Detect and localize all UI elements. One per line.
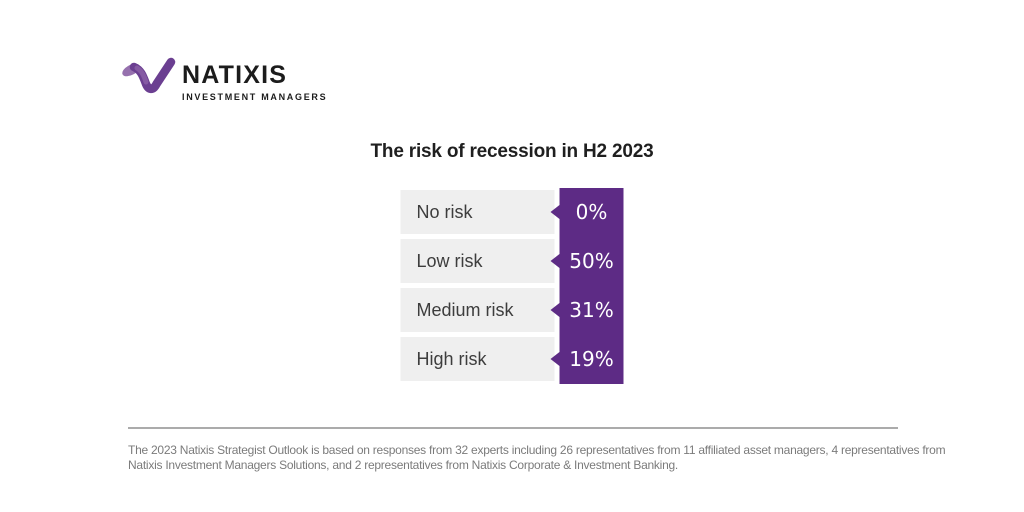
logo-brand: NATIXIS <box>182 61 288 89</box>
natixis-logo: NATIXIS INVESTMENT MANAGERS <box>120 55 327 102</box>
category-label: No risk <box>400 190 555 234</box>
category-label: Medium risk <box>400 288 555 332</box>
value-callout: 50% <box>559 236 624 286</box>
value-callout: 19% <box>559 334 624 384</box>
footnote-line: The 2023 Natixis Strategist Outlook is b… <box>128 443 946 457</box>
chart-row: High risk 19% <box>400 334 624 384</box>
chart-row: No risk 0% <box>400 187 624 237</box>
chart-title: The risk of recession in H2 2023 <box>370 141 654 162</box>
value-callout: 31% <box>559 285 624 335</box>
category-label: High risk <box>400 337 555 381</box>
category-label: Low risk <box>400 239 555 283</box>
chart-row: Medium risk 31% <box>400 285 624 335</box>
recession-risk-chart: No risk 0% Low risk 50% Medium risk 31% … <box>400 187 624 386</box>
footnote-line: Natixis Investment Managers Solutions, a… <box>128 458 679 472</box>
value-callout: 0% <box>559 187 624 237</box>
footnote: The 2023 Natixis Strategist Outlook is b… <box>128 443 948 473</box>
logo-tagline: INVESTMENT MANAGERS <box>182 92 328 102</box>
logo-text: NATIXIS INVESTMENT MANAGERS <box>182 55 328 103</box>
chart-row: Low risk 50% <box>400 236 624 286</box>
natixis-swoosh-icon <box>122 57 176 94</box>
footnote-divider <box>128 427 898 429</box>
